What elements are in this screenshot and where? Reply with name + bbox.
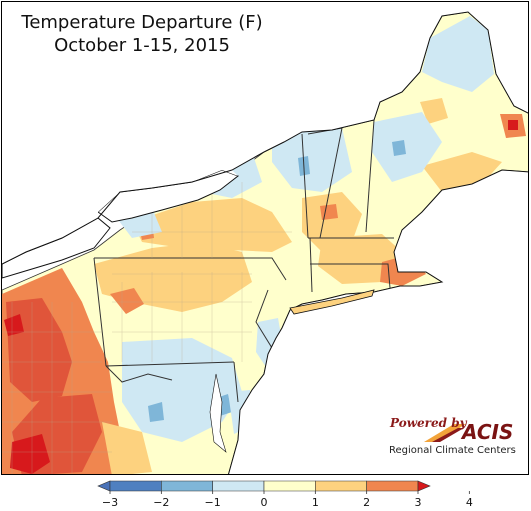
long-island (289, 289, 375, 315)
logo-acis-text: ACIS (462, 420, 514, 444)
acis-logo: Powered by ACIS Regional Climate Centers (384, 414, 524, 460)
map-subtitle: October 1-15, 2015 (54, 35, 230, 56)
color-legend: −3 −2 −1 0 1 2 3 4 (97, 480, 473, 509)
legend-tick-label: 0 (261, 496, 268, 509)
legend-tick-label: 2 (363, 496, 370, 509)
border-ny-vt (301, 133, 309, 239)
hot-spot-ohio (10, 434, 50, 474)
legend-bin (212, 480, 265, 492)
temperature-map (2, 2, 528, 474)
border-delaware (233, 361, 239, 403)
warm-area-maine-north (420, 98, 448, 124)
warm-area-nh-spot (320, 204, 338, 220)
cool-spot-va (148, 402, 164, 422)
border-ct-ri (310, 263, 391, 289)
legend-bin (97, 480, 111, 492)
warm-area-ohio-core (6, 298, 72, 402)
chesapeake-bay (209, 373, 227, 453)
cool-area-maine (422, 16, 494, 92)
logo-subtitle: Regional Climate Centers (389, 445, 516, 456)
county-lines (2, 182, 292, 474)
border-pa-md (105, 361, 235, 367)
canada-border-outline (2, 11, 528, 265)
legend-tick-label: 4 (466, 496, 473, 509)
map-frame: Temperature Departure (F) October 1-15, … (1, 1, 529, 475)
border-ohio-pa (93, 257, 107, 367)
logo-powered-by: Powered by (390, 416, 467, 430)
acis-swoosh-icon (424, 424, 466, 442)
hot-spot-maine-east (508, 120, 518, 130)
hot-spot-ohio-west (4, 314, 24, 336)
canada-region (2, 2, 528, 264)
atlantic-ocean (228, 169, 528, 474)
legend-tick-label: 1 (312, 496, 319, 509)
border-nh-me (365, 119, 375, 233)
border-ny-pa (94, 257, 287, 281)
cool-spot-maine (392, 140, 406, 156)
legend-bin (161, 480, 213, 492)
legend-tick-label: −3 (102, 496, 118, 509)
border-wv-md (105, 365, 173, 383)
map-title: Temperature Departure (F) (21, 12, 263, 33)
legend-bin (263, 480, 316, 492)
legend-bin (366, 480, 419, 492)
legend-bin (315, 480, 367, 492)
warm-area-wv-east (102, 422, 152, 474)
border-ct-ny (309, 237, 313, 293)
cool-area-maine-mid (372, 112, 442, 182)
legend-bin (109, 480, 162, 492)
legend-tick-label: 3 (415, 496, 422, 509)
legend-bin (417, 480, 431, 492)
legend-tick-label: −2 (153, 496, 169, 509)
warm-area-pa-spot (110, 288, 144, 314)
legend-tick-label: −1 (205, 496, 221, 509)
